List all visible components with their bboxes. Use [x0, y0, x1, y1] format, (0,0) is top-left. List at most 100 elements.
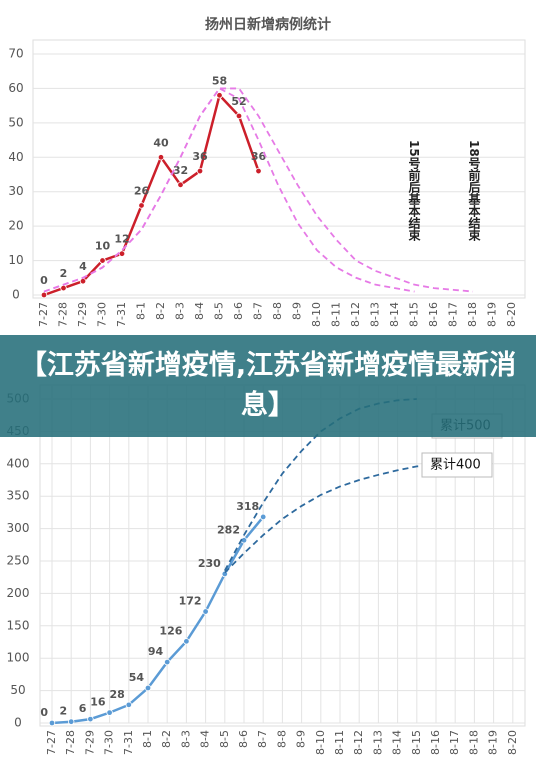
x-tick-label: 8-16 [427, 302, 440, 327]
y-tick-label: 60 [8, 81, 23, 95]
y-tick-label: 100 [7, 651, 30, 665]
x-tick-label: 8-5 [213, 302, 226, 320]
x-tick-label: 7-28 [64, 730, 77, 755]
y-tick-label: 300 [7, 521, 30, 535]
y-tick-label: 0 [12, 288, 20, 302]
annotation-box [421, 452, 493, 478]
x-tick-label: 8-8 [271, 302, 284, 320]
data-label: 54 [129, 671, 145, 684]
x-tick-label: 8-9 [291, 302, 304, 320]
y-tick-label: 250 [7, 554, 30, 568]
plot-frame [32, 39, 526, 299]
data-point [48, 719, 56, 727]
x-tick-label: 8-15 [408, 302, 421, 327]
x-tick-label: 8-3 [174, 302, 187, 320]
x-tick-label: 8-19 [487, 730, 500, 755]
x-tick-label: 8-19 [486, 302, 499, 327]
x-tick-label: 8-3 [179, 730, 192, 748]
y-tick-label: 10 [8, 253, 23, 267]
data-point [99, 257, 106, 264]
annotation: 累计400 [430, 458, 481, 473]
data-point [106, 709, 113, 716]
x-tick-label: 8-15 [410, 730, 423, 755]
x-tick-label: 8-8 [275, 730, 288, 748]
data-label: 0 [40, 274, 48, 287]
x-tick-label: 8-14 [391, 730, 404, 755]
data-point [235, 112, 243, 120]
data-point [202, 608, 209, 615]
x-tick-label: 8-14 [388, 302, 401, 327]
x-tick-label: 8-18 [467, 730, 480, 755]
x-tick-label: 8-1 [141, 730, 154, 748]
x-tick-label: 8-1 [135, 302, 148, 320]
x-tick-label: 7-28 [57, 302, 70, 327]
x-tick-label: 8-17 [447, 302, 460, 327]
data-point [138, 202, 145, 209]
x-tick-label: 8-12 [352, 730, 365, 755]
x-tick-label: 8-11 [330, 302, 343, 327]
data-label: 26 [134, 184, 150, 197]
projection-line [43, 87, 415, 293]
x-tick-label: 8-2 [154, 302, 167, 320]
data-point [118, 250, 126, 257]
x-tick-label: 7-30 [103, 730, 116, 755]
data-label: 94 [148, 645, 164, 658]
data-label: 126 [159, 624, 182, 637]
x-tick-label: 7-31 [115, 302, 128, 327]
y-tick-label: 70 [8, 47, 23, 61]
data-point [67, 718, 75, 725]
x-tick-label: 8-6 [232, 302, 245, 320]
data-label: 172 [179, 595, 202, 608]
x-tick-label: 8-16 [429, 730, 442, 755]
data-point [60, 284, 67, 292]
x-tick-label: 8-20 [505, 302, 518, 327]
x-tick-label: 7-29 [76, 302, 89, 327]
data-point [163, 658, 171, 666]
x-tick-label: 8-9 [295, 730, 308, 748]
x-tick-label: 7-31 [122, 730, 135, 755]
chart-title: 扬州日新增病例统计 [205, 16, 331, 33]
data-label: 12 [114, 233, 129, 246]
data-label: 36 [192, 150, 208, 163]
x-tick-label: 8-4 [193, 302, 206, 320]
data-point [221, 570, 228, 578]
x-tick-label: 8-17 [448, 730, 461, 755]
x-tick-label: 7-27 [37, 302, 50, 327]
x-tick-label: 8-13 [371, 730, 384, 755]
data-line [43, 92, 260, 297]
data-point [216, 92, 223, 99]
y-tick-label: 20 [8, 219, 23, 233]
x-tick-label: 8-13 [369, 302, 382, 327]
x-tick-label: 8-6 [237, 730, 250, 748]
x-tick-label: 8-12 [349, 302, 362, 327]
x-tick-label: 8-4 [199, 730, 212, 748]
data-label: 318 [236, 500, 259, 513]
data-label: 10 [95, 240, 111, 253]
banner: 【江苏省新增疫情,江苏省新增疫情最新消息】 [0, 335, 536, 437]
x-tick-label: 7-29 [83, 730, 96, 755]
data-label: 282 [217, 523, 240, 536]
y-tick-label: 40 [8, 150, 23, 164]
data-point [87, 715, 94, 723]
y-tick-label: 50 [10, 683, 25, 697]
x-tick-label: 8-7 [252, 302, 265, 320]
data-point [183, 638, 190, 645]
data-point [196, 167, 204, 175]
x-tick-label: 8-18 [466, 302, 479, 327]
data-label: 4 [79, 260, 87, 273]
data-point [157, 154, 165, 161]
x-tick-label: 8-2 [160, 730, 173, 748]
y-tick-label: 50 [8, 115, 23, 129]
projection-line [224, 464, 437, 574]
x-tick-label: 8-20 [506, 730, 519, 755]
data-label: 16 [90, 696, 106, 709]
data-label: 230 [198, 557, 221, 570]
x-tick-label: 8-11 [333, 730, 346, 755]
y-tick-label: 350 [7, 489, 30, 503]
data-point [125, 701, 132, 709]
x-tick-label: 8-10 [310, 302, 323, 327]
x-tick-label: 8-10 [314, 730, 327, 755]
y-tick-label: 30 [8, 184, 23, 198]
y-tick-label: 150 [7, 618, 30, 632]
annotation: 15号前后基本结束 [407, 140, 421, 241]
